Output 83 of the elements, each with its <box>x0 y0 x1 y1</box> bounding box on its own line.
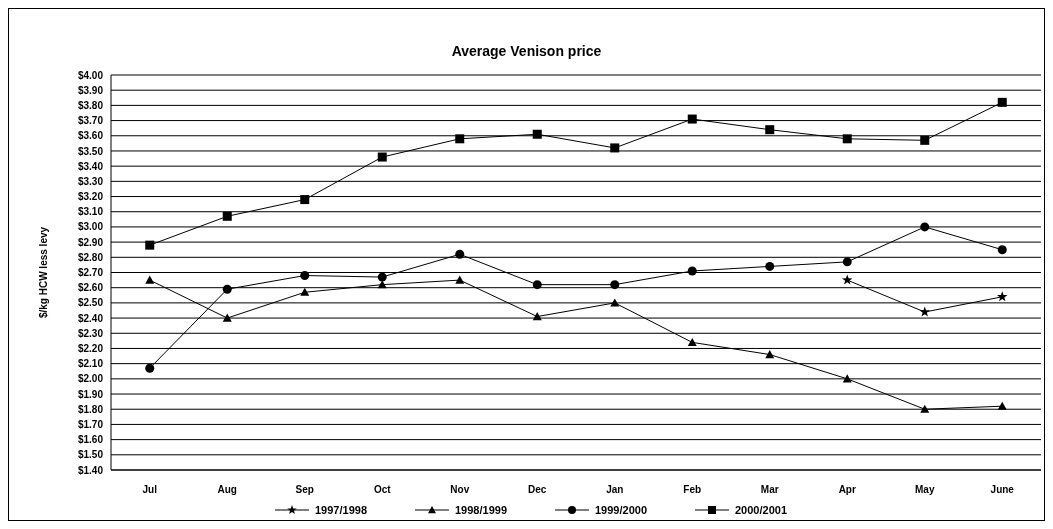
y-tick-label: $2.50 <box>77 297 104 309</box>
point <box>997 97 1007 107</box>
x-tick-label: Aug <box>217 484 237 496</box>
point <box>455 134 465 144</box>
point <box>687 266 697 276</box>
chart-title: Average Venison price <box>450 42 603 61</box>
point <box>532 129 542 139</box>
y-tick-label: $1.60 <box>77 434 104 446</box>
point <box>765 350 775 359</box>
point <box>455 249 465 259</box>
y-tick-label: $3.90 <box>77 84 104 96</box>
point <box>920 222 930 232</box>
y-tick-label: $2.30 <box>77 327 104 339</box>
y-tick-label: $3.10 <box>77 206 104 218</box>
y-tick-label: $1.90 <box>77 388 104 400</box>
y-tick-label: $1.80 <box>77 403 104 415</box>
point <box>222 284 232 294</box>
point <box>455 275 465 284</box>
y-tick-label: $2.90 <box>77 236 104 248</box>
point <box>687 114 697 124</box>
point <box>842 134 852 144</box>
x-tick-label: Jul <box>142 484 158 496</box>
y-tick-label: $3.70 <box>77 115 104 127</box>
point <box>145 275 155 284</box>
x-tick-label: Jan <box>606 484 624 496</box>
y-tick-label: $2.20 <box>77 343 104 355</box>
x-tick-label: Oct <box>373 484 392 496</box>
y-tick-label: $3.20 <box>77 191 104 203</box>
y-tick-label: $2.40 <box>77 312 104 324</box>
point <box>919 306 930 317</box>
point <box>300 195 310 205</box>
y-tick-label: $2.10 <box>77 358 104 370</box>
point <box>377 152 387 162</box>
point <box>842 257 852 267</box>
y-tick-label: $2.80 <box>77 251 104 263</box>
y-tick-label: $2.00 <box>77 373 104 385</box>
point <box>610 280 620 290</box>
point <box>377 272 387 282</box>
x-tick-label: Nov <box>450 484 470 496</box>
x-tick-label: Sep <box>295 484 314 496</box>
point <box>377 280 387 289</box>
x-tick-label: Mar <box>760 484 779 496</box>
point <box>997 401 1007 410</box>
y-tick-label: $3.60 <box>77 130 104 142</box>
point <box>145 363 155 373</box>
y-tick-label: $3.40 <box>77 160 104 172</box>
point <box>842 274 853 285</box>
point <box>920 135 930 145</box>
point <box>532 312 542 321</box>
point <box>687 337 697 346</box>
point <box>842 374 852 383</box>
y-tick-label: $3.80 <box>77 99 104 111</box>
y-tick-label: $3.00 <box>77 221 104 233</box>
point <box>997 291 1008 302</box>
x-tick-label: Apr <box>838 484 856 496</box>
legend-label: 1999/2000 <box>595 504 647 516</box>
point <box>300 271 310 281</box>
point <box>920 404 930 413</box>
point <box>765 261 775 271</box>
y-tick-label: $3.30 <box>77 175 104 187</box>
x-tick-label: Dec <box>528 484 547 496</box>
legend-label: 2000/2001 <box>735 504 787 516</box>
legend-label: 1997/1998 <box>315 504 367 516</box>
y-tick-label: $1.70 <box>77 418 104 430</box>
point <box>765 125 775 135</box>
point <box>532 280 542 290</box>
y-tick-label: $2.70 <box>77 267 104 279</box>
legend-label: 1998/1999 <box>455 504 507 516</box>
y-tick-label: $2.60 <box>77 282 104 294</box>
y-tick-label: $4.00 <box>77 69 104 81</box>
point <box>222 313 232 322</box>
x-tick-label: June <box>990 484 1015 496</box>
point <box>997 245 1007 255</box>
point <box>145 240 155 250</box>
point <box>610 143 620 153</box>
y-tick-label: $3.50 <box>77 145 104 157</box>
point <box>300 287 310 296</box>
y-tick-label: $1.50 <box>77 449 104 461</box>
y-axis-title: $/kg HCW less levy <box>37 226 49 319</box>
y-tick-label: $1.40 <box>77 464 104 476</box>
point <box>222 211 232 221</box>
x-tick-label: Feb <box>683 484 702 496</box>
x-tick-label: May <box>915 484 935 496</box>
